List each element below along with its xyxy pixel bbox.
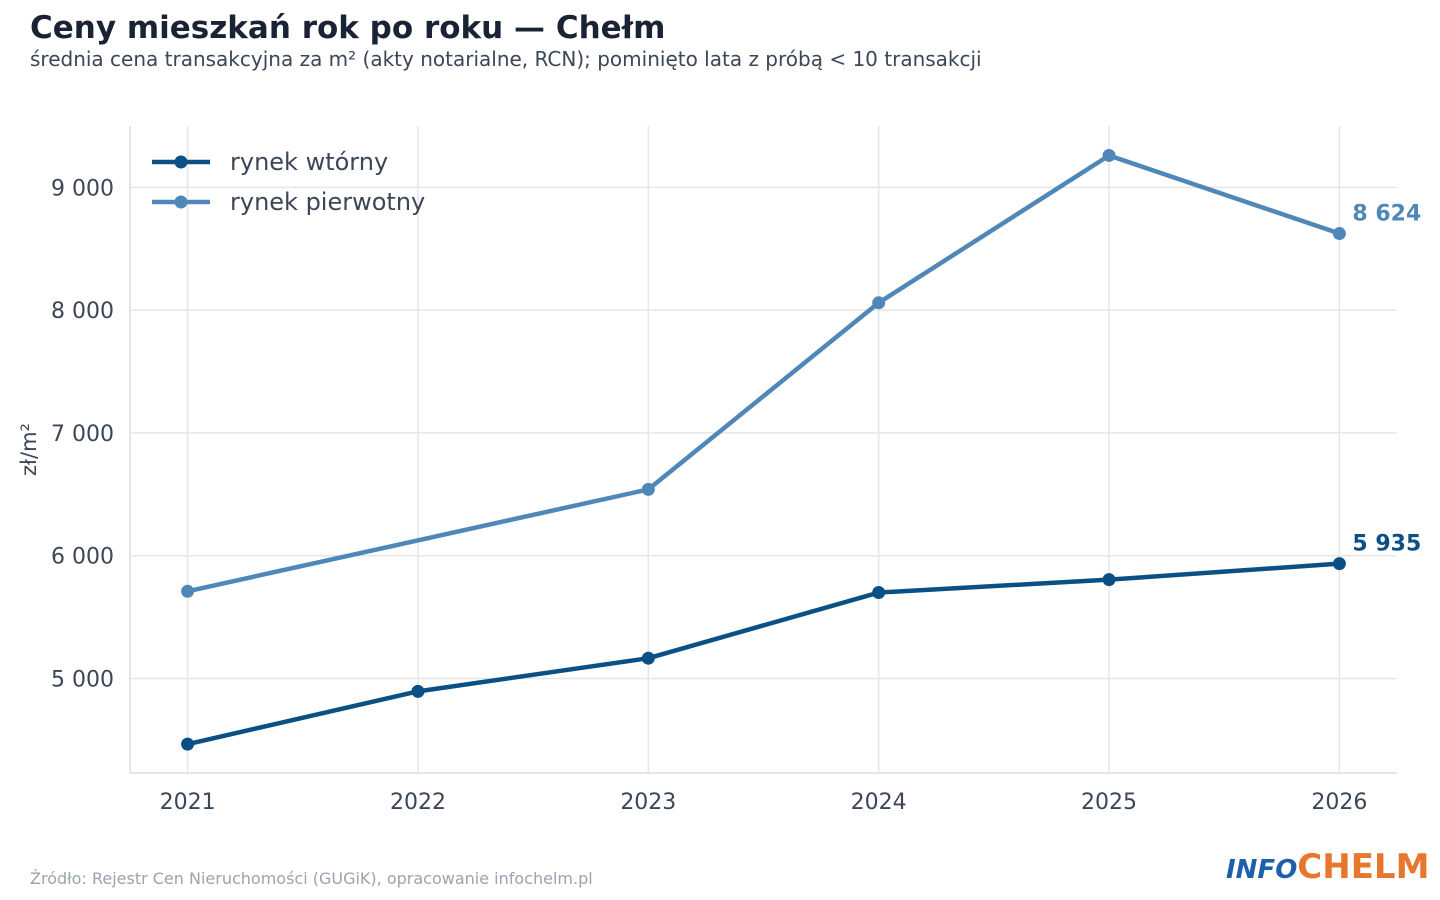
x-tick-label: 2023 xyxy=(620,790,676,815)
series-layer xyxy=(181,148,1346,751)
end-value-label: 8 624 xyxy=(1352,202,1421,227)
y-tick-label: 7 000 xyxy=(51,422,114,447)
series-line xyxy=(185,153,1342,594)
y-tick-label: 9 000 xyxy=(51,176,114,201)
legend-label: rynek wtórny xyxy=(230,148,388,176)
data-point xyxy=(1102,573,1116,587)
x-tick-label: 2022 xyxy=(390,790,446,815)
brand-logo-part-chelm: CHELM xyxy=(1297,847,1430,887)
source-note: Źródło: Rejestr Cen Nieruchomości (GUGiK… xyxy=(30,869,593,888)
data-point xyxy=(181,737,195,751)
data-point xyxy=(1332,557,1346,571)
y-tick-label: 5 000 xyxy=(51,667,114,692)
legend-marker xyxy=(174,155,188,169)
axes-layer: 2021 2022 2023 2024 2025 2026 5 000 6 000 7 000 8… xyxy=(17,126,1397,815)
data-point xyxy=(641,651,655,665)
x-tick-label: 2026 xyxy=(1311,790,1367,815)
data-point xyxy=(411,684,425,698)
x-tick-label: 2024 xyxy=(851,790,907,815)
y-tick-label: 8 000 xyxy=(51,299,114,324)
data-point xyxy=(872,586,886,600)
chart-subtitle: średnia cena transakcyjna za m² (akty no… xyxy=(30,47,982,71)
legend: rynek wtórny rynek pierwotny xyxy=(152,148,425,216)
legend-label: rynek pierwotny xyxy=(230,188,425,216)
y-tick-label: 6 000 xyxy=(51,545,114,570)
legend-marker xyxy=(174,195,188,209)
brand-logo-part-info: INFO xyxy=(1226,855,1298,885)
series-line xyxy=(185,561,1342,747)
labels-layer: 5 935 8 624 xyxy=(1352,202,1421,557)
data-point xyxy=(872,296,886,310)
data-point xyxy=(1332,227,1346,241)
data-point xyxy=(641,482,655,496)
chart-title: Ceny mieszkań rok po roku — Chełm xyxy=(30,10,666,46)
grid-layer xyxy=(130,126,1397,773)
data-point xyxy=(181,584,195,598)
data-point xyxy=(1102,148,1116,162)
x-tick-label: 2025 xyxy=(1081,790,1137,815)
x-tick-label: 2021 xyxy=(160,790,216,815)
brand-logo: INFOCHELM xyxy=(1226,850,1429,884)
y-axis-title: zł/m² xyxy=(17,423,41,476)
end-value-label: 5 935 xyxy=(1352,532,1421,557)
